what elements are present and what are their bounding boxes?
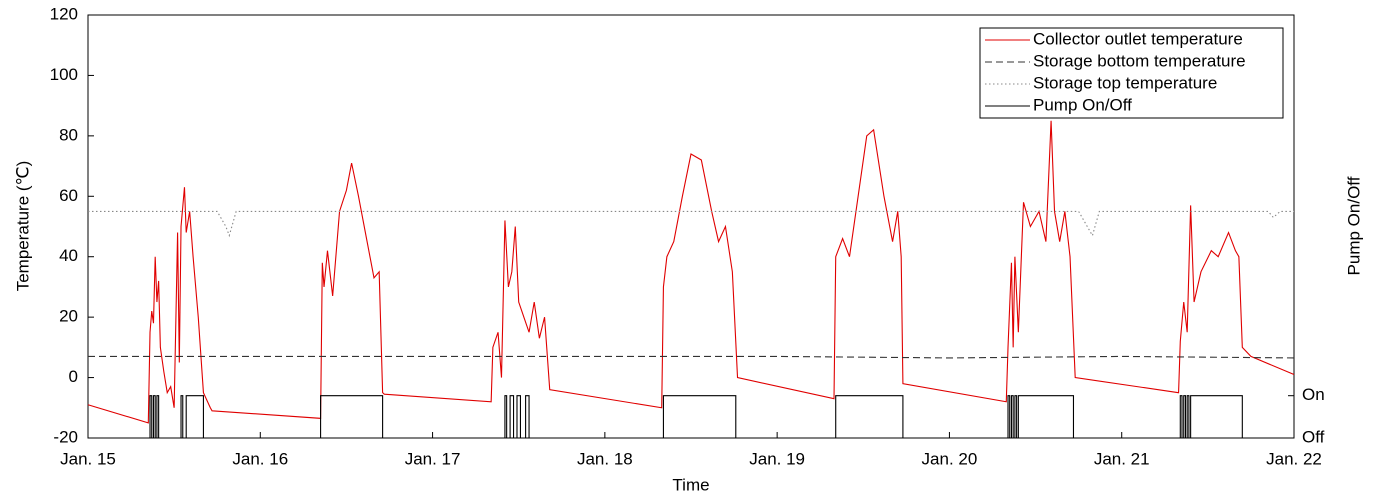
legend-label: Pump On/Off — [1033, 95, 1132, 114]
x-tick-label: Jan. 17 — [405, 449, 461, 468]
y-tick-label: 80 — [59, 125, 78, 144]
y-tick-label: 0 — [69, 367, 78, 386]
legend-label: Storage bottom temperature — [1033, 51, 1246, 70]
series-line — [88, 395, 1294, 439]
series-line — [88, 355, 1295, 359]
y-axis-label: Temperature (℃) — [13, 161, 32, 292]
y-tick-label: 20 — [59, 307, 78, 326]
legend-label: Collector outlet temperature — [1033, 29, 1243, 48]
y-tick-label: 120 — [50, 4, 78, 23]
y-tick-label: 60 — [59, 186, 78, 205]
y-tick-label: 40 — [59, 246, 78, 265]
series-line — [87, 120, 1295, 424]
y2-axis-label: Pump On/Off — [1344, 176, 1363, 275]
x-tick-label: Jan. 19 — [749, 449, 805, 468]
y2-tick-label: Off — [1302, 427, 1325, 446]
x-axis-label: Time — [672, 475, 709, 494]
series-line — [88, 210, 1294, 238]
legend-box — [979, 27, 1284, 119]
plot-frame — [87, 14, 1295, 439]
x-tick-label: Jan. 21 — [1094, 449, 1150, 468]
x-tick-label: Jan. 15 — [60, 449, 116, 468]
x-tick-label: Jan. 16 — [232, 449, 288, 468]
x-tick-label: Jan. 22 — [1266, 449, 1322, 468]
y-tick-label: 100 — [50, 65, 78, 84]
x-tick-label: Jan. 18 — [577, 449, 633, 468]
x-tick-label: Jan. 20 — [922, 449, 978, 468]
y2-tick-label: On — [1302, 385, 1325, 404]
legend-label: Storage top temperature — [1033, 73, 1217, 92]
y-tick-label: -20 — [53, 427, 78, 446]
